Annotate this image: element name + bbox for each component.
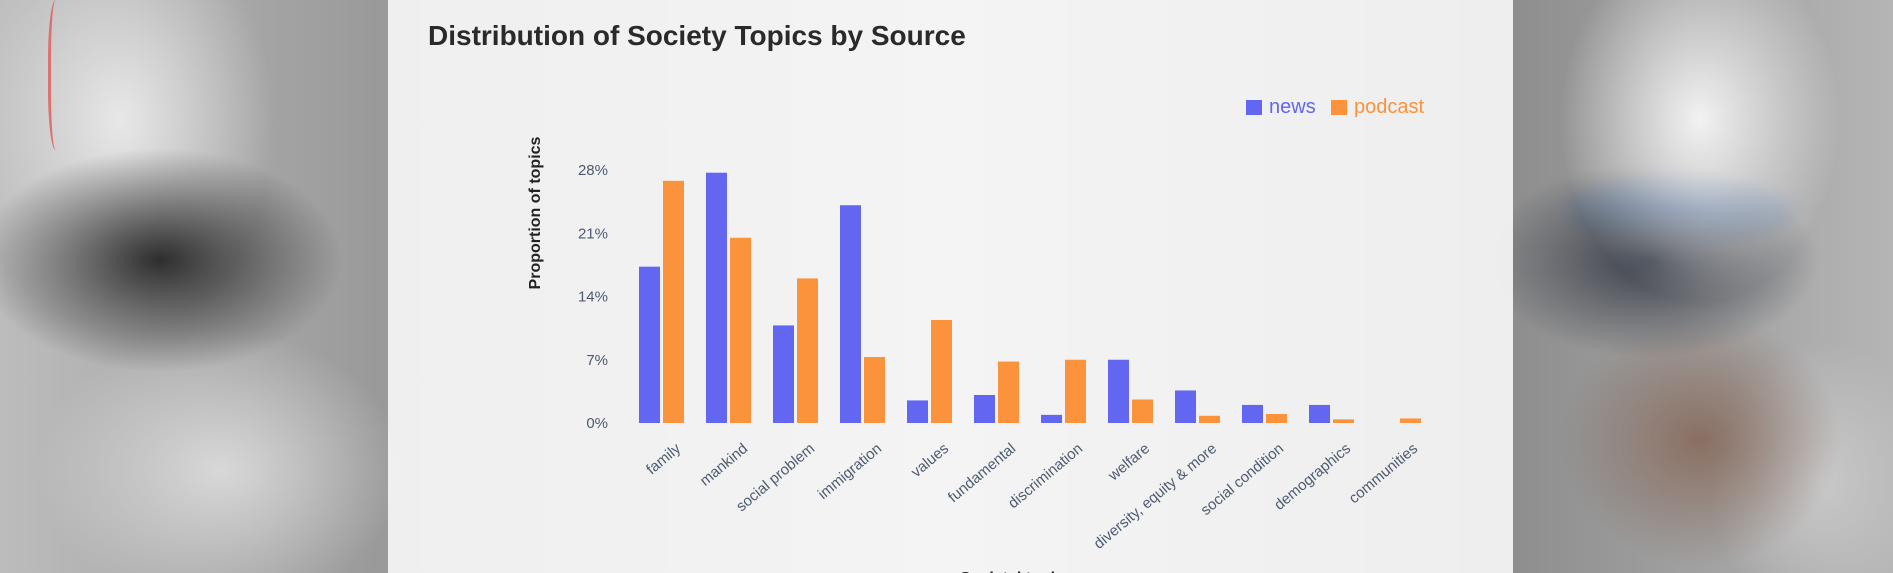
legend-label-podcast[interactable]: podcast xyxy=(1354,96,1424,118)
y-tick-label: 21% xyxy=(578,225,608,242)
bar-podcast[interactable] xyxy=(797,278,818,423)
bar-podcast[interactable] xyxy=(730,237,751,423)
x-tick-label: family xyxy=(643,440,684,479)
bar-news[interactable] xyxy=(840,205,861,423)
bar-news[interactable] xyxy=(639,266,660,423)
bar-news[interactable] xyxy=(1175,390,1196,423)
bar-podcast[interactable] xyxy=(1132,399,1153,423)
y-tick-label: 0% xyxy=(586,415,608,432)
chart-panel: Distribution of Society Topics by Source… xyxy=(388,0,1513,573)
x-tick-label: immigration xyxy=(815,440,885,503)
bar-podcast[interactable] xyxy=(864,357,885,423)
x-tick-label: mankind xyxy=(697,440,751,489)
bar-podcast[interactable] xyxy=(931,319,952,423)
x-tick-label: communities xyxy=(1346,440,1421,507)
chart-title: Distribution of Society Topics by Source xyxy=(428,20,966,51)
y-tick-label: 7% xyxy=(586,352,608,369)
x-tick-label: values xyxy=(908,440,952,481)
x-tick-label: diversity, equity & more xyxy=(1091,440,1220,553)
bar-news[interactable] xyxy=(1108,359,1129,423)
background-rubber-band xyxy=(48,0,67,150)
y-tick-label: 14% xyxy=(578,289,608,306)
bar-news[interactable] xyxy=(1242,404,1263,423)
bar-chart: 0% 7% 14% 21% 28% Proportion of topics family m… xyxy=(527,96,1424,573)
bar-podcast[interactable] xyxy=(1266,413,1287,423)
legend-swatch-podcast[interactable] xyxy=(1331,100,1347,115)
bar-news[interactable] xyxy=(1041,414,1062,423)
y-axis-title: Proportion of topics xyxy=(527,136,544,289)
bar-podcast[interactable] xyxy=(1333,419,1354,423)
bar-news[interactable] xyxy=(907,400,928,423)
y-tick-label: 28% xyxy=(578,162,608,179)
x-axis-title: Societal topic xyxy=(960,570,1064,573)
bar-podcast[interactable] xyxy=(1400,418,1421,423)
bar-podcast[interactable] xyxy=(1065,359,1086,423)
legend-label-news[interactable]: news xyxy=(1269,96,1316,118)
bar-news[interactable] xyxy=(706,172,727,423)
legend-swatch-news[interactable] xyxy=(1246,100,1262,115)
bar-podcast[interactable] xyxy=(663,180,684,423)
bar-podcast[interactable] xyxy=(1199,415,1220,423)
x-tick-label: welfare xyxy=(1104,440,1153,485)
bar-news[interactable] xyxy=(773,325,794,423)
bar-news[interactable] xyxy=(1309,404,1330,423)
bar-news[interactable] xyxy=(974,394,995,423)
bar-podcast[interactable] xyxy=(998,361,1019,423)
